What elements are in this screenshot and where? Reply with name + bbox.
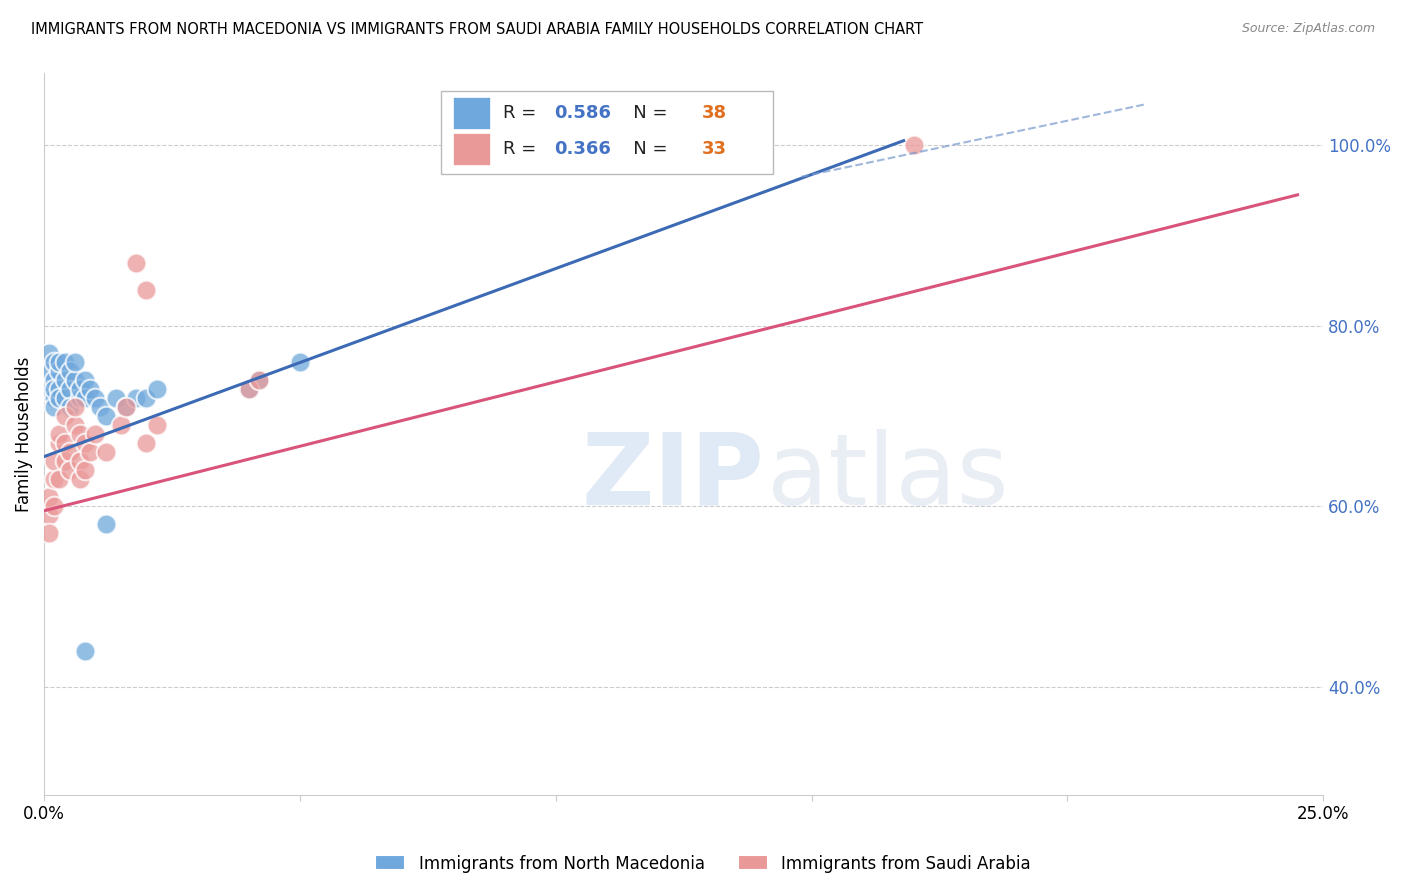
Point — [38, 364, 60, 378]
Point — [44, 373, 66, 387]
Point — [135, 283, 157, 297]
Point — [73, 643, 96, 657]
Point — [53, 373, 76, 387]
Point — [79, 445, 101, 459]
Text: N =: N = — [616, 103, 673, 121]
Text: 0.586: 0.586 — [554, 103, 612, 121]
Text: 38: 38 — [702, 103, 727, 121]
Text: ZIP: ZIP — [581, 429, 765, 526]
Point — [238, 382, 260, 396]
Legend: Immigrants from North Macedonia, Immigrants from Saudi Arabia: Immigrants from North Macedonia, Immigra… — [368, 848, 1038, 880]
Text: Source: ZipAtlas.com: Source: ZipAtlas.com — [1241, 22, 1375, 36]
Point — [125, 391, 148, 405]
Point — [44, 454, 66, 468]
Point — [247, 373, 270, 387]
Point — [44, 391, 66, 405]
Point — [69, 427, 91, 442]
Point — [84, 427, 107, 442]
Text: R =: R = — [503, 140, 543, 158]
Point — [110, 417, 132, 432]
Point — [73, 373, 96, 387]
Point — [59, 463, 82, 477]
Point — [104, 391, 127, 405]
Point — [63, 373, 86, 387]
Point — [89, 400, 111, 414]
Point — [48, 427, 70, 442]
Point — [79, 382, 101, 396]
Point — [84, 391, 107, 405]
Point — [48, 436, 70, 450]
Point — [73, 463, 96, 477]
Point — [59, 445, 82, 459]
Point — [53, 436, 76, 450]
FancyBboxPatch shape — [440, 91, 773, 174]
Point — [48, 364, 70, 378]
Text: N =: N = — [616, 140, 673, 158]
Point — [59, 382, 82, 396]
Point — [44, 355, 66, 369]
FancyBboxPatch shape — [453, 133, 491, 165]
Point — [44, 500, 66, 514]
Point — [288, 355, 311, 369]
Point — [69, 382, 91, 396]
Point — [53, 355, 76, 369]
Point — [48, 391, 70, 405]
Point — [44, 400, 66, 414]
Text: R =: R = — [503, 103, 543, 121]
Point — [115, 400, 138, 414]
Point — [44, 382, 66, 396]
Point — [94, 445, 117, 459]
Point — [38, 526, 60, 541]
Point — [69, 472, 91, 486]
Point — [145, 417, 167, 432]
Point — [38, 490, 60, 504]
Text: atlas: atlas — [766, 429, 1008, 526]
Text: 0.366: 0.366 — [554, 140, 612, 158]
Point — [125, 255, 148, 269]
Y-axis label: Family Households: Family Households — [15, 356, 32, 512]
Point — [247, 373, 270, 387]
Point — [69, 391, 91, 405]
Point — [53, 391, 76, 405]
Point — [63, 355, 86, 369]
Point — [48, 355, 70, 369]
Point — [73, 391, 96, 405]
Point — [238, 382, 260, 396]
Point — [48, 382, 70, 396]
Point — [903, 138, 925, 153]
Point — [135, 391, 157, 405]
Point — [115, 400, 138, 414]
Point — [135, 436, 157, 450]
Point — [53, 454, 76, 468]
FancyBboxPatch shape — [453, 97, 491, 128]
Point — [94, 409, 117, 423]
Point — [145, 382, 167, 396]
Point — [59, 364, 82, 378]
Point — [69, 454, 91, 468]
Point — [38, 346, 60, 360]
Point — [44, 472, 66, 486]
Text: IMMIGRANTS FROM NORTH MACEDONIA VS IMMIGRANTS FROM SAUDI ARABIA FAMILY HOUSEHOLD: IMMIGRANTS FROM NORTH MACEDONIA VS IMMIG… — [31, 22, 924, 37]
Point — [63, 400, 86, 414]
Point — [53, 409, 76, 423]
Point — [38, 508, 60, 523]
Point — [94, 517, 117, 532]
Point — [59, 400, 82, 414]
Point — [73, 436, 96, 450]
Point — [63, 417, 86, 432]
Point — [48, 472, 70, 486]
Text: 33: 33 — [702, 140, 727, 158]
Point — [38, 382, 60, 396]
